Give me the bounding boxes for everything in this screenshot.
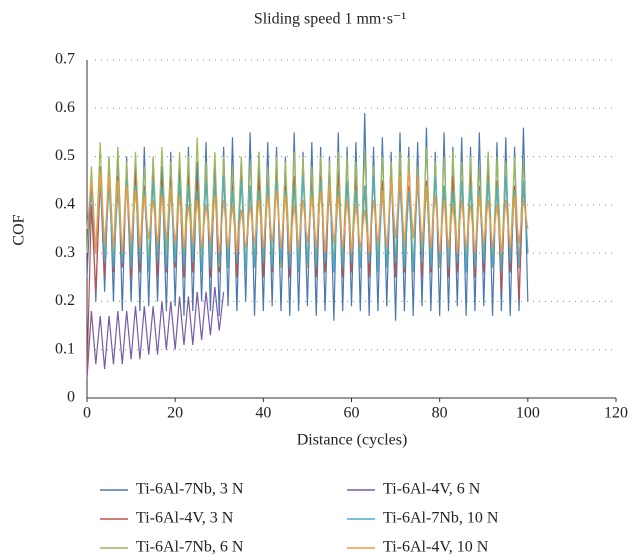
- y-axis-label: COF: [11, 214, 28, 245]
- legend-label: Ti-6Al-7Nb, 10 N: [383, 510, 499, 527]
- y-tick-label: 0.3: [55, 244, 75, 261]
- series-line: [86, 113, 529, 321]
- series-line: [86, 171, 529, 254]
- x-tick-label: 80: [432, 405, 448, 422]
- y-tick-label: 0.2: [55, 292, 75, 309]
- y-tick-label: 0.7: [55, 51, 75, 68]
- y-tick-label: 0: [67, 389, 75, 406]
- series-line: [86, 175, 529, 273]
- series-line: [86, 286, 225, 379]
- series-line: [86, 137, 529, 268]
- legend-label: Ti-6Al-4V, 10 N: [383, 539, 489, 556]
- y-tick-label: 0.5: [55, 147, 75, 164]
- x-tick-label: 60: [344, 405, 360, 422]
- x-tick-label: 40: [255, 405, 271, 422]
- y-tick-label: 0.1: [55, 340, 75, 357]
- x-tick-label: 100: [516, 405, 540, 422]
- y-tick-label: 0.6: [55, 99, 75, 116]
- legend-label: Ti-6Al-4V, 6 N: [383, 481, 481, 498]
- legend-label: Ti-6Al-7Nb, 3 N: [136, 481, 244, 498]
- series-line: [86, 166, 529, 374]
- x-tick-label: 0: [83, 405, 91, 422]
- legend-label: Ti-6Al-7Nb, 6 N: [136, 539, 244, 556]
- x-tick-label: 20: [167, 405, 183, 422]
- x-axis-label: Distance (cycles): [297, 432, 408, 449]
- x-tick-label: 120: [604, 405, 628, 422]
- y-tick-label: 0.4: [55, 196, 75, 213]
- chart-title: Sliding speed 1 mm·s⁻¹: [254, 11, 407, 28]
- legend-label: Ti-6Al-4V, 3 N: [136, 510, 234, 527]
